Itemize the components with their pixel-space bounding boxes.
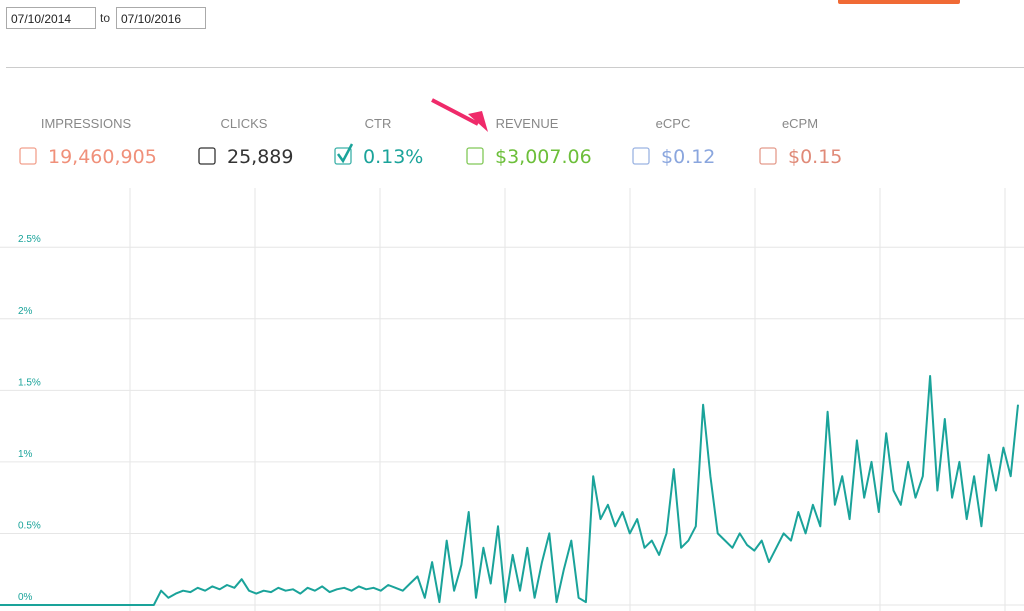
divider <box>6 67 1024 68</box>
y-tick-label: 1% <box>18 449 33 460</box>
metric-label: REVENUE <box>496 116 559 131</box>
start-date-input[interactable]: 07/10/2014 <box>6 7 96 29</box>
metric-checkbox[interactable] <box>632 147 650 165</box>
metric-label: CLICKS <box>221 116 268 131</box>
y-tick-label: 1.5% <box>18 377 41 388</box>
pointer-arrow <box>431 98 479 126</box>
metric-checkbox[interactable] <box>466 147 484 165</box>
y-tick-label: 2.5% <box>18 234 41 245</box>
metric-label: CTR <box>365 116 392 131</box>
y-tick-label: 2% <box>18 306 33 317</box>
date-separator: to <box>100 11 111 25</box>
metric-checkbox[interactable] <box>198 147 216 165</box>
metric-value: 19,460,905 <box>48 146 157 168</box>
metric-label: IMPRESSIONS <box>41 116 132 131</box>
metric-checkbox[interactable] <box>19 147 37 165</box>
metric-label: eCPM <box>782 116 818 131</box>
metric-label: eCPC <box>656 116 691 131</box>
metric-value: $0.12 <box>661 146 715 168</box>
checkmark <box>336 143 354 164</box>
end-date-input[interactable]: 07/10/2016 <box>116 7 206 29</box>
metric-value: $3,007.06 <box>495 146 592 168</box>
metric-checkbox[interactable] <box>759 147 777 165</box>
ctr-line <box>0 375 1019 606</box>
y-tick-label: 0.5% <box>18 520 41 531</box>
metric-value: $0.15 <box>788 146 842 168</box>
pointer-arrow-head <box>468 111 488 132</box>
metric-value: 25,889 <box>227 146 293 168</box>
metric-value: 0.13% <box>363 146 423 168</box>
action-button[interactable] <box>838 0 960 4</box>
y-tick-label: 0% <box>18 592 33 603</box>
